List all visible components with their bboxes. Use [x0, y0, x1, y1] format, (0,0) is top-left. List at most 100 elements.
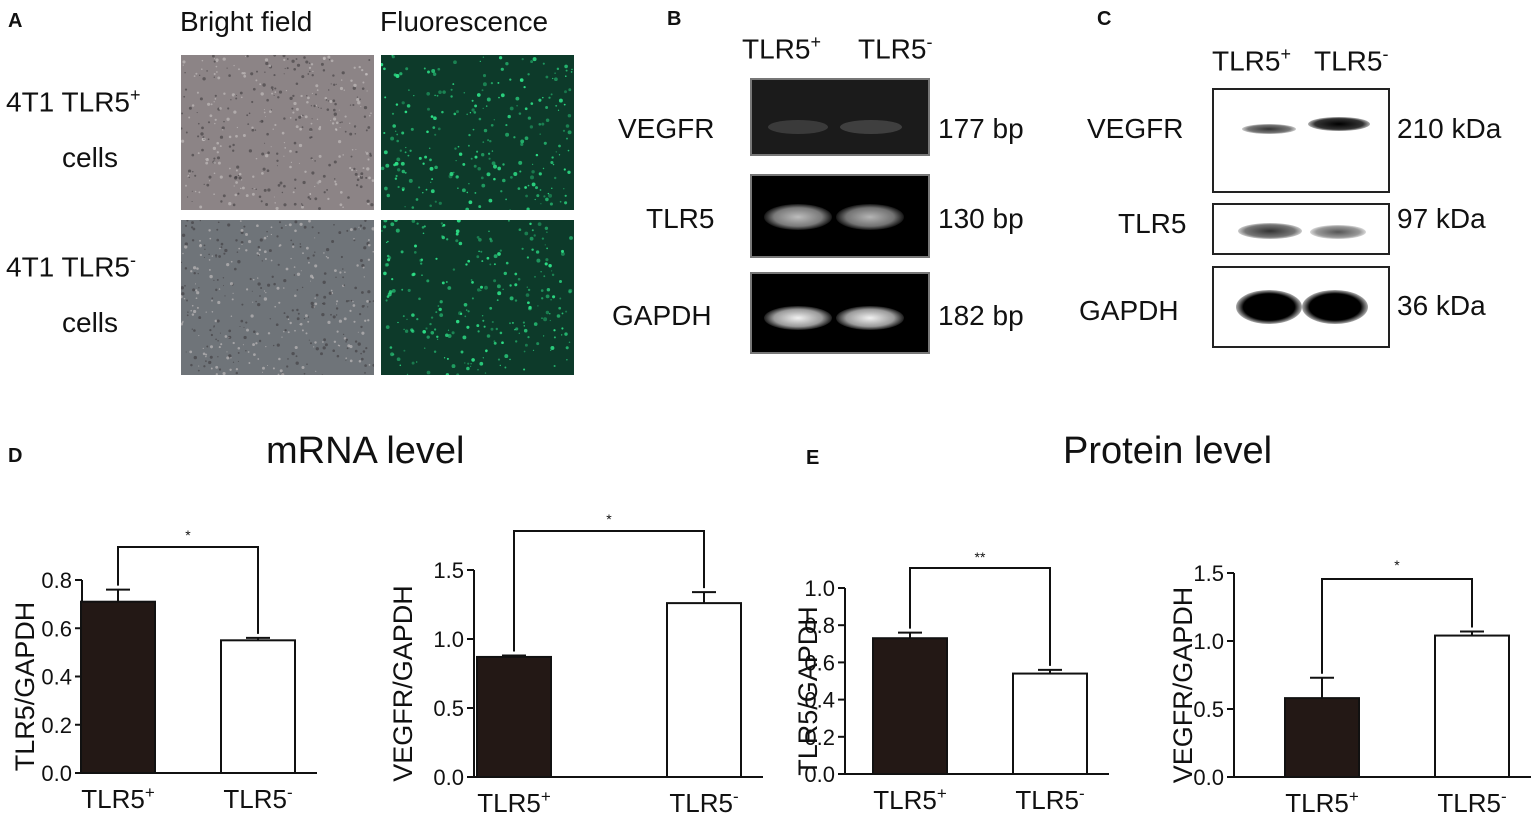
brightfield-cell	[276, 343, 280, 347]
brightfield-cell	[356, 264, 359, 267]
brightfield-cell	[320, 107, 322, 109]
brightfield-cell	[263, 250, 267, 254]
brightfield-cell	[301, 366, 305, 369]
brightfield-cell	[325, 255, 328, 258]
fluor-cell	[402, 315, 405, 318]
brightfield-cell	[346, 229, 349, 232]
brightfield-cell	[201, 68, 203, 70]
brightfield-cell	[298, 115, 302, 119]
brightfield-cell	[285, 224, 287, 227]
significance-bracket	[909, 567, 1051, 666]
gel-size-vegfr: 177 bp	[938, 113, 1024, 144]
fluor-cell	[535, 250, 540, 254]
fluor-cell	[385, 325, 390, 329]
brightfield-cell	[276, 159, 279, 162]
y-tick-label: 0.8	[41, 568, 72, 593]
fluor-cell	[528, 305, 532, 310]
brightfield-cell	[352, 304, 356, 307]
brightfield-cell	[272, 367, 275, 370]
fluor-cell	[550, 346, 555, 350]
fluor-cell	[527, 73, 530, 76]
fluor-cell	[440, 222, 444, 225]
brightfield-cell	[282, 55, 286, 58]
brightfield-cell	[228, 329, 232, 333]
x-tick-label: TLR5-	[1015, 784, 1084, 815]
brightfield-cell	[347, 300, 350, 302]
brightfield-background	[181, 55, 374, 210]
brightfield-cell	[274, 305, 277, 308]
brightfield-cell	[343, 317, 347, 321]
fluor-cell	[455, 160, 457, 162]
fluor-cell	[449, 172, 454, 176]
x-tick-label: TLR5+	[1285, 787, 1359, 818]
fluor-cell	[477, 330, 480, 333]
fluor-cell	[430, 331, 435, 335]
brightfield-cell	[286, 315, 289, 319]
fluor-cell	[477, 166, 481, 171]
brightfield-cell	[368, 176, 371, 180]
lane-label-tlr5-pos-c: TLR5+	[1212, 44, 1291, 77]
brightfield-cell	[264, 142, 266, 144]
brightfield-cell	[219, 332, 221, 334]
brightfield-cell	[292, 94, 295, 98]
fluor-cell	[552, 163, 555, 166]
brightfield-cell	[323, 57, 326, 60]
fluor-cell	[465, 263, 468, 266]
brightfield-cell	[344, 271, 346, 273]
brightfield-cell	[359, 98, 361, 101]
brightfield-cell	[237, 174, 240, 177]
fluor-cell	[567, 149, 570, 152]
fluor-cell	[457, 145, 460, 148]
fluor-cell	[488, 230, 490, 233]
brightfield-cell	[359, 313, 362, 316]
fluor-cell	[566, 137, 568, 140]
fluor-cell	[400, 161, 405, 166]
brightfield-cell	[208, 268, 211, 271]
fluor-cell	[465, 309, 468, 311]
column-header-bright-field: Bright field	[180, 6, 313, 37]
brightfield-cell	[203, 138, 205, 140]
fluor-cell	[493, 164, 497, 169]
brightfield-cell	[185, 131, 188, 134]
brightfield-cell	[274, 87, 277, 90]
brightfield-cell	[181, 261, 183, 264]
gel-label-vegfr: VEGFR	[618, 113, 715, 144]
brightfield-cell	[237, 346, 241, 350]
fluor-cell	[411, 206, 415, 209]
brightfield-cell	[227, 223, 231, 227]
row-label-tlr5-pos: 4T1 TLR5+	[6, 85, 141, 118]
fluor-cell	[401, 169, 406, 174]
brightfield-cell	[266, 235, 268, 238]
fluor-cell	[396, 133, 399, 136]
brightfield-cell	[274, 123, 277, 127]
brightfield-cell	[226, 351, 228, 353]
gel-vegfr	[750, 78, 930, 156]
fluor-cell	[488, 157, 491, 160]
fluor-cell	[414, 244, 417, 248]
brightfield-cell	[301, 286, 304, 289]
brightfield-cell	[339, 121, 341, 124]
brightfield-cell	[237, 360, 239, 362]
brightfield-cell	[235, 181, 238, 184]
brightfield-cell	[217, 221, 220, 224]
brightfield-cell	[338, 155, 341, 158]
brightfield-cell	[316, 118, 319, 121]
fluor-cell	[401, 187, 405, 191]
fluor-cell	[509, 106, 514, 111]
fluor-cell	[556, 314, 561, 318]
fluor-cell	[431, 178, 434, 181]
significance-marker: *	[185, 527, 191, 543]
fluor-cell	[513, 172, 518, 176]
brightfield-cell	[359, 258, 363, 263]
brightfield-cell	[264, 257, 267, 261]
brightfield-cell	[336, 330, 339, 333]
fluor-cell	[392, 124, 396, 128]
fluor-cell	[538, 123, 542, 126]
panel-label-e: E	[806, 447, 820, 469]
brightfield-cell	[263, 297, 268, 301]
brightfield-cell	[367, 239, 370, 241]
brightfield-cell	[309, 128, 313, 132]
fluor-cell	[567, 170, 571, 174]
fluor-cell	[550, 93, 553, 96]
